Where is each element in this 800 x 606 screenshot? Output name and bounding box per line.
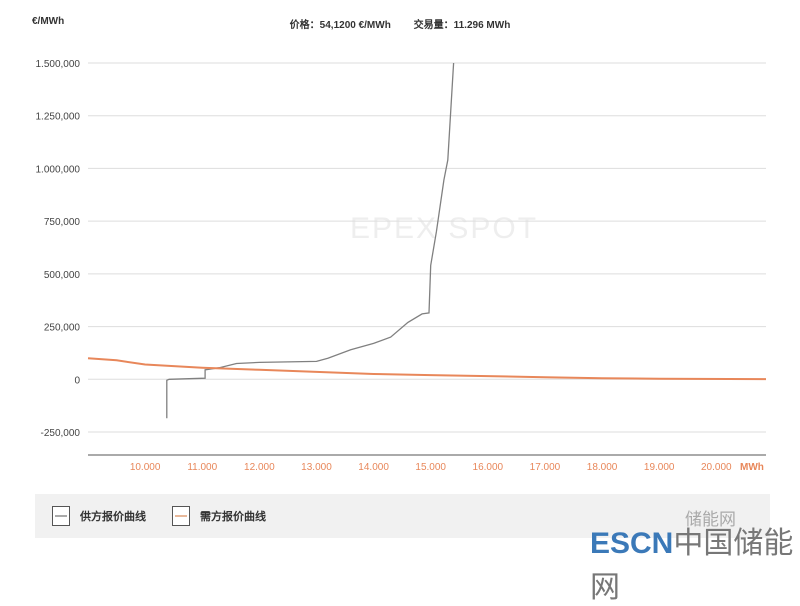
x-tick-label: 14.000 xyxy=(358,462,389,473)
chart-header: 价格：54,1200 €/MWh 交易量：11.296 MWh xyxy=(0,16,800,31)
x-tick-label: 18.000 xyxy=(587,462,618,473)
y-axis-unit: €/MWh xyxy=(32,16,65,27)
legend-item-demand[interactable]: 需方报价曲线 xyxy=(172,506,266,526)
x-tick-label: 15.000 xyxy=(415,462,446,473)
x-axis-unit: MWh xyxy=(740,462,764,473)
x-tick-label: 20.000 xyxy=(701,462,732,473)
y-tick-label: 1.500,000 xyxy=(36,59,81,70)
x-tick-label: 11.000 xyxy=(187,462,217,473)
epex-watermark: EPEX SPOT xyxy=(350,212,539,245)
legend-label-demand: 需方报价曲线 xyxy=(200,511,266,523)
legend: 供方报价曲线 需方报价曲线 xyxy=(35,494,770,538)
x-tick-label: 10.000 xyxy=(130,462,161,473)
escn-logo-text: ESCN xyxy=(590,527,674,560)
demand-curve xyxy=(87,357,767,381)
x-tick-label: 19.000 xyxy=(644,462,675,473)
escn-watermark: ESCN中国储能网 xyxy=(590,518,800,606)
wechat-watermark: 储能网 xyxy=(685,510,736,529)
y-tick-label: 750,000 xyxy=(44,217,81,228)
legend-item-supply[interactable]: 供方报价曲线 xyxy=(52,506,146,526)
y-tick-label: 1.250,000 xyxy=(36,112,81,123)
price-label: 价格：54,1200 €/MWh xyxy=(289,20,391,31)
x-tick-label: 12.000 xyxy=(244,462,275,473)
chart: 1.500,000 1.250,000 1.000,000 750,000 500,00… xyxy=(36,59,767,473)
supply-curve xyxy=(166,62,455,419)
legend-label-supply: 供方报价曲线 xyxy=(80,511,146,523)
x-tick-label: 17.000 xyxy=(530,462,561,473)
x-tick-label: 13.000 xyxy=(301,462,332,473)
y-tick-label: -250,000 xyxy=(41,428,81,439)
y-tick-label: 500,000 xyxy=(44,270,81,281)
supply-swatch xyxy=(52,506,70,526)
volume-label: 交易量：11.296 MWh xyxy=(413,20,511,31)
y-tick-label: 1.000,000 xyxy=(36,164,81,175)
x-tick-label: 16.000 xyxy=(473,462,504,473)
y-tick-label: 0 xyxy=(74,375,80,386)
demand-swatch xyxy=(172,506,190,526)
y-tick-label: 250,000 xyxy=(44,323,81,334)
